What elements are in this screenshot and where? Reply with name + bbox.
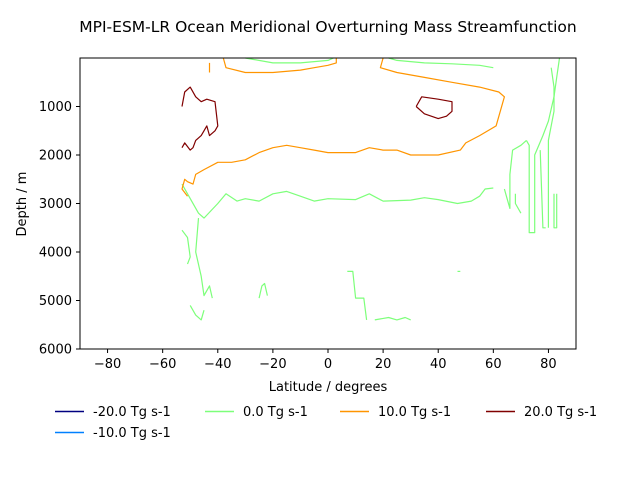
legend-label: -10.0 Tg s-1 [93, 426, 171, 441]
contour-line-series-2-6 [258, 282, 268, 299]
legend-label: 10.0 Tg s-1 [378, 405, 451, 420]
contour-line-series-2-1 [388, 57, 494, 69]
legend-label: 20.0 Tg s-1 [524, 405, 597, 420]
x-tick-label: 40 [430, 357, 447, 372]
contour-lines [181, 57, 561, 321]
legend-item: -20.0 Tg s-1 [55, 405, 171, 420]
contour-line-series-2-2 [181, 183, 494, 219]
contour-line-series-3-1 [222, 57, 337, 74]
y-tick-label: 2000 [39, 149, 72, 164]
x-tick-label: 0 [324, 357, 332, 372]
x-tick-label: 20 [375, 357, 392, 372]
legend-label: 0.0 Tg s-1 [243, 405, 308, 420]
x-axis-label: Latitude / degrees [269, 380, 388, 395]
contour-line-series-2-13 [539, 150, 546, 229]
y-tick-label: 1000 [39, 100, 72, 115]
legend: -20.0 Tg s-1 -10.0 Tg s-1 0.0 Tg s-1 10.0 T… [55, 405, 597, 441]
contour-line-series-3-2 [181, 57, 505, 197]
chart-title: MPI-ESM-LR Ocean Meridional Overturning … [79, 18, 576, 36]
contour-line-series-2-5 [189, 305, 205, 321]
plot-area-frame [79, 57, 577, 350]
x-tick-label: −20 [259, 357, 286, 372]
y-tick-label: 4000 [39, 246, 72, 261]
legend-item: 20.0 Tg s-1 [486, 405, 597, 420]
legend-item: 0.0 Tg s-1 [205, 405, 308, 420]
y-tick-label: 5000 [39, 294, 72, 309]
contour-line-series-2-4 [195, 218, 213, 299]
x-tick-label: −40 [204, 357, 231, 372]
x-tick-label: −60 [149, 357, 176, 372]
contour-line-series-4-0 [181, 86, 219, 151]
y-tick-label: 3000 [39, 197, 72, 212]
contour-line-series-2-12 [547, 67, 555, 228]
x-tick-label: 60 [485, 357, 502, 372]
contour-line-series-2-0 [245, 57, 334, 64]
contour-line-series-2-15 [514, 193, 522, 214]
legend-label: -20.0 Tg s-1 [93, 405, 171, 420]
x-tick-label: 80 [540, 357, 557, 372]
legend-item: 10.0 Tg s-1 [340, 405, 451, 420]
x-tick-label: −80 [94, 357, 121, 372]
contour-line-series-2-14 [553, 193, 558, 229]
y-axis: 1000 2000 3000 4000 5000 6000 [39, 100, 80, 358]
contour-line-series-2-3 [181, 229, 191, 265]
y-tick-label: 6000 [39, 343, 72, 358]
contour-line-series-2-8 [374, 316, 411, 321]
contour-line-series-4-1 [415, 96, 453, 120]
x-axis: −80 −60 −40 −20 0 20 40 60 80 [94, 349, 557, 372]
contour-line-series-2-11 [525, 57, 561, 234]
y-axis-label: Depth / m [15, 172, 30, 237]
contour-line-series-2-10 [503, 139, 527, 209]
contour-line-series-2-7 [347, 270, 368, 320]
legend-item: -10.0 Tg s-1 [55, 426, 171, 441]
